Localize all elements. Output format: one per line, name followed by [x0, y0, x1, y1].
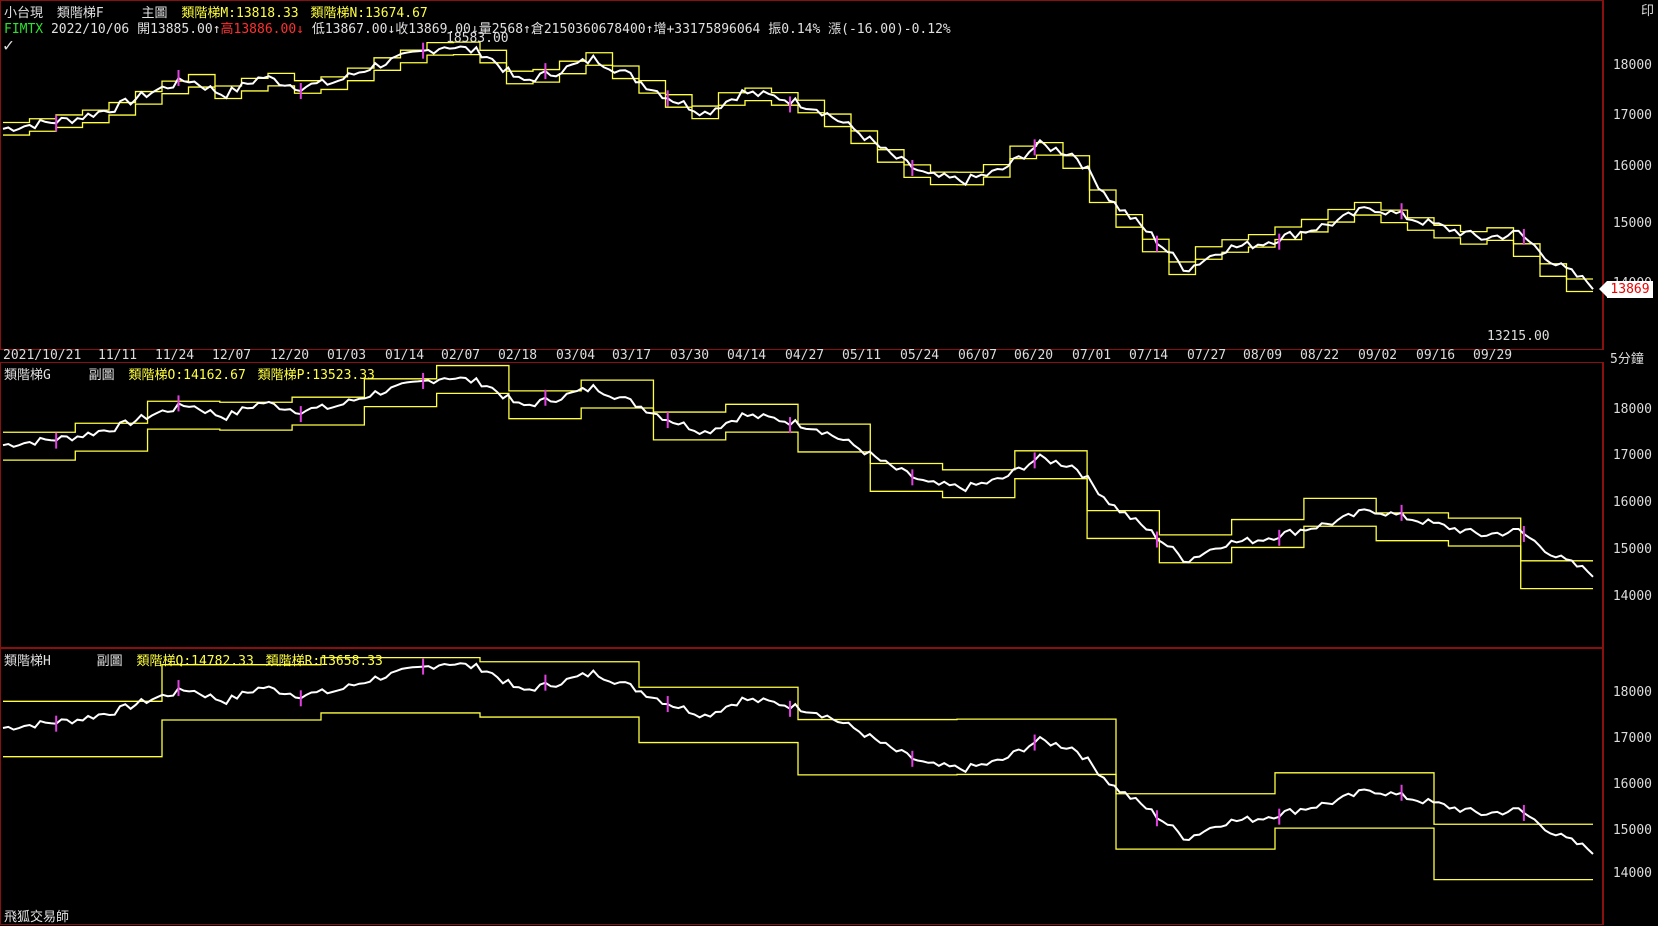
quote-close: 收13869.00	[395, 22, 471, 37]
last-price-tag: 13869	[1599, 281, 1653, 298]
y-tick: 17000	[1612, 731, 1652, 746]
sub-chart-g-plot[interactable]	[1, 363, 1604, 649]
y-tick: 14000	[1612, 866, 1652, 881]
symbol-title: 小台現	[4, 6, 44, 21]
quote-high: 高13886.00	[220, 22, 297, 37]
ladder-line	[3, 712, 1593, 881]
date-tick: 03/04	[556, 348, 596, 363]
price-line	[2, 376, 1594, 578]
y-tick: 15000	[1612, 216, 1652, 231]
date-tick: 06/07	[958, 348, 998, 363]
pane-h-header: 類階梯H 副圖 類階梯Q:14782.33 類階梯R:13658.33	[4, 650, 383, 669]
ladder-m-value: 類階梯M:13818.33	[181, 6, 299, 21]
date-tick: 09/29	[1473, 348, 1513, 363]
y-tick: 16000	[1612, 777, 1652, 792]
y-tick: 17000	[1612, 448, 1652, 463]
date-tick: 07/01	[1072, 348, 1112, 363]
low-annotation: 13215.00	[1487, 329, 1550, 344]
ladder-line	[3, 656, 1593, 825]
date-tick: 09/16	[1416, 348, 1456, 363]
date-tick: 09/02	[1358, 348, 1398, 363]
y-tick: 15000	[1612, 542, 1652, 557]
pane-g-label: 副圖	[88, 368, 115, 383]
app-name: 飛狐交易師	[4, 910, 70, 925]
print-icon[interactable]: 印	[1640, 4, 1654, 19]
quote-open: 開13885.00	[137, 22, 213, 37]
date-tick: 05/24	[900, 348, 940, 363]
y-tick: 14000	[1612, 589, 1652, 604]
date-tick: 02/07	[441, 348, 481, 363]
quote-volume: 量2568	[478, 22, 524, 37]
date-tick: 04/27	[785, 348, 825, 363]
main-header: 小台現 類階梯F 主圖 類階梯M:13818.33 類階梯N:13674.67	[4, 2, 428, 21]
pane-g-y-axis: 18000 17000 16000 15000 14000	[1603, 362, 1658, 648]
date-tick: 02/18	[498, 348, 538, 363]
date-tick: 07/27	[1187, 348, 1227, 363]
pane-h-y-axis: 18000 17000 16000 15000 14000	[1603, 648, 1658, 925]
pane-g-name: 類階梯G	[4, 368, 51, 383]
quote-amplitude: 振0.14%	[768, 22, 821, 37]
y-tick: 16000	[1612, 495, 1652, 510]
pane-g-header: 類階梯G 副圖 類階梯O:14162.67 類階梯P:13523.33	[4, 364, 375, 383]
quote-change: 漲(-16.00)-0.12%	[828, 22, 951, 37]
ladder-r-value: 類階梯R:13658.33	[265, 654, 383, 669]
quote-date: 2022/10/06	[50, 22, 130, 37]
period-label[interactable]: 5分鐘	[1610, 352, 1644, 367]
price-line	[2, 662, 1594, 855]
quote-line: FIMTX 2022/10/06 開13885.00↑高13886.00↓ 低1…	[4, 22, 951, 37]
date-tick: 11/11	[98, 348, 138, 363]
main-chart-pane[interactable]: 小台現 類階梯F 主圖 類階梯M:13818.33 類階梯N:13674.67 …	[0, 0, 1603, 350]
ladder-o-value: 類階梯O:14162.67	[128, 368, 246, 383]
pane-h-label: 副圖	[96, 654, 123, 669]
y-tick: 18000	[1612, 58, 1652, 73]
date-tick: 11/24	[155, 348, 195, 363]
quote-low: 低13867.00	[311, 22, 388, 37]
price-line	[2, 45, 1594, 290]
quote-oi-change: 增+33175896064	[653, 22, 761, 37]
ladder-p-value: 類階梯P:13523.33	[257, 368, 375, 383]
ladder-line	[3, 53, 1593, 293]
pane-label-main: 主圖	[141, 6, 168, 21]
date-tick: 08/22	[1300, 348, 1340, 363]
date-tick: 12/20	[270, 348, 310, 363]
date-tick: 07/14	[1129, 348, 1169, 363]
date-tick: 01/14	[385, 348, 425, 363]
date-tick: 03/30	[670, 348, 710, 363]
sub-chart-h-plot[interactable]	[1, 649, 1604, 926]
quote-oi: 倉2150360678400	[530, 22, 646, 37]
y-tick: 18000	[1612, 402, 1652, 417]
ladder-line	[3, 364, 1593, 562]
date-tick: 06/20	[1014, 348, 1054, 363]
date-tick: 12/07	[212, 348, 252, 363]
y-tick: 15000	[1612, 823, 1652, 838]
indicator-f-label: 類階梯F	[56, 6, 104, 21]
main-price-chart[interactable]	[1, 1, 1604, 351]
high-annotation: 18583.00	[446, 31, 509, 46]
check-icon[interactable]: ✓	[3, 35, 14, 56]
symbol-code: FIMTX	[4, 22, 44, 37]
date-tick: 05/11	[842, 348, 882, 363]
pane-h-name: 類階梯H	[4, 654, 51, 669]
date-tick: 04/14	[727, 348, 767, 363]
date-tick: 01/03	[327, 348, 367, 363]
sub-chart-g[interactable]: 類階梯G 副圖 類階梯O:14162.67 類階梯P:13523.33	[0, 362, 1603, 648]
date-tick: 2021/10/21	[3, 348, 82, 363]
y-tick: 18000	[1612, 685, 1652, 700]
y-tick: 16000	[1612, 159, 1652, 174]
date-tick: 08/09	[1243, 348, 1283, 363]
sub-chart-h[interactable]: 類階梯H 副圖 類階梯Q:14782.33 類階梯R:13658.33 飛狐交易…	[0, 648, 1603, 925]
date-tick: 03/17	[612, 348, 652, 363]
y-tick: 17000	[1612, 108, 1652, 123]
ladder-n-value: 類階梯N:13674.67	[310, 6, 428, 21]
ladder-q-value: 類階梯Q:14782.33	[136, 654, 254, 669]
ladder-line	[3, 41, 1593, 280]
